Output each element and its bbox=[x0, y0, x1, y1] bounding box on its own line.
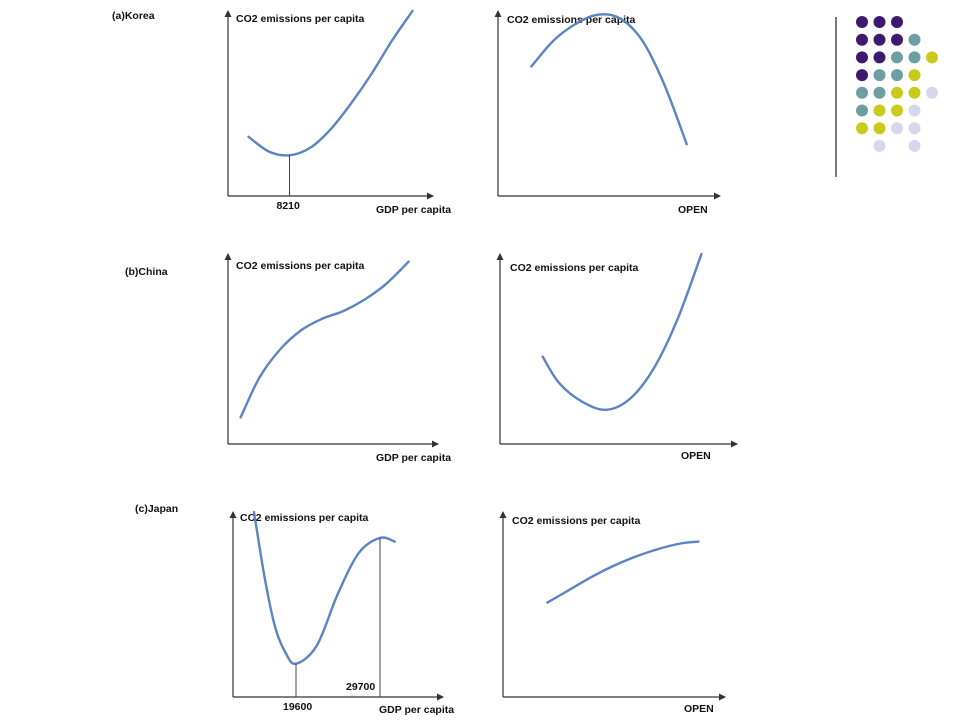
series-curve bbox=[247, 9, 414, 157]
x-axis-label: GDP per capita bbox=[379, 704, 454, 716]
marker-label: 8210 bbox=[277, 200, 301, 212]
decorative-dot bbox=[908, 51, 921, 64]
decorative-dot bbox=[873, 69, 886, 82]
marker-label: 19600 bbox=[283, 701, 312, 713]
decorative-dot bbox=[856, 33, 868, 46]
decorative-dot bbox=[891, 33, 903, 46]
y-axis-label: CO2 emissions per capita bbox=[236, 13, 365, 25]
decorative-dot bbox=[856, 122, 868, 135]
marker-label: 29700 bbox=[346, 681, 375, 693]
y-axis-arrow bbox=[499, 511, 507, 518]
decorative-dot bbox=[873, 139, 886, 152]
x-axis-label: GDP per capita bbox=[376, 204, 451, 216]
x-axis-arrow bbox=[731, 440, 738, 448]
y-axis-label: CO2 emissions per capita bbox=[507, 14, 636, 26]
chart-china-open: CO2 emissions per capita OPEN bbox=[496, 252, 738, 462]
decorative-dot bbox=[856, 69, 868, 82]
chart-korea-gdp: CO2 emissions per capita GDP per capita 82… bbox=[224, 9, 451, 216]
decorative-dot bbox=[908, 86, 921, 99]
decorative-dot bbox=[908, 104, 921, 117]
x-axis-arrow bbox=[432, 440, 439, 448]
y-axis-label: CO2 emissions per capita bbox=[510, 262, 639, 274]
decorative-dot bbox=[891, 16, 903, 28]
y-axis-label: CO2 emissions per capita bbox=[236, 260, 365, 272]
y-axis-arrow bbox=[494, 10, 502, 17]
y-axis-label: CO2 emissions per capita bbox=[512, 515, 641, 527]
decorative-dot bbox=[891, 69, 903, 82]
series-curve bbox=[239, 260, 410, 419]
panel-label-korea: (a)Korea bbox=[112, 10, 155, 22]
decorative-dot bbox=[856, 104, 868, 117]
x-axis-label: GDP per capita bbox=[376, 452, 451, 464]
x-axis-arrow bbox=[437, 693, 444, 701]
y-axis-arrow bbox=[224, 10, 232, 17]
x-axis-label: OPEN bbox=[684, 703, 714, 715]
chart-japan-open: CO2 emissions per capita OPEN bbox=[499, 511, 726, 715]
panel-label-china: (b)China bbox=[125, 266, 168, 278]
decorative-dot bbox=[856, 51, 868, 64]
x-axis-label: OPEN bbox=[678, 204, 708, 216]
decorative-dot bbox=[873, 51, 886, 64]
decorative-dot bbox=[873, 104, 886, 117]
series-curve bbox=[546, 540, 700, 604]
chart-japan-gdp: CO2 emissions per capita GDP per capita 19… bbox=[229, 510, 454, 716]
decorative-dot bbox=[908, 139, 921, 152]
x-axis-label: OPEN bbox=[681, 450, 711, 462]
y-axis-arrow bbox=[496, 253, 504, 260]
series-curve bbox=[530, 13, 688, 146]
decorative-dot bbox=[873, 86, 886, 99]
decorative-dot bbox=[908, 33, 921, 46]
y-axis-arrow bbox=[229, 511, 237, 518]
decorative-dot bbox=[873, 33, 886, 46]
decorative-dot bbox=[873, 16, 886, 28]
y-axis-arrow bbox=[224, 253, 232, 260]
decorative-dot bbox=[891, 122, 903, 135]
chart-korea-open: CO2 emissions per capita OPEN bbox=[494, 10, 721, 216]
x-axis-arrow bbox=[427, 192, 434, 200]
chart-china-gdp: CO2 emissions per capita GDP per capita bbox=[224, 253, 451, 464]
x-axis-arrow bbox=[714, 192, 721, 200]
y-axis-label: CO2 emissions per capita bbox=[240, 512, 369, 524]
decorative-dot bbox=[873, 122, 886, 135]
decorative-dot-grid bbox=[856, 16, 938, 152]
decorative-dot bbox=[891, 86, 903, 99]
panel-label-japan: (c)Japan bbox=[135, 503, 178, 515]
decorative-dot bbox=[856, 16, 868, 28]
decorative-dot bbox=[856, 86, 868, 99]
decorative-dot bbox=[891, 51, 903, 64]
series-curve bbox=[252, 510, 396, 666]
decorative-dot bbox=[908, 122, 921, 135]
x-axis-arrow bbox=[719, 693, 726, 701]
decorative-dot bbox=[891, 104, 903, 117]
series-curve bbox=[541, 252, 703, 412]
decorative-dot bbox=[926, 86, 938, 99]
decorative-dot bbox=[908, 69, 921, 82]
decorative-dot bbox=[926, 51, 938, 64]
